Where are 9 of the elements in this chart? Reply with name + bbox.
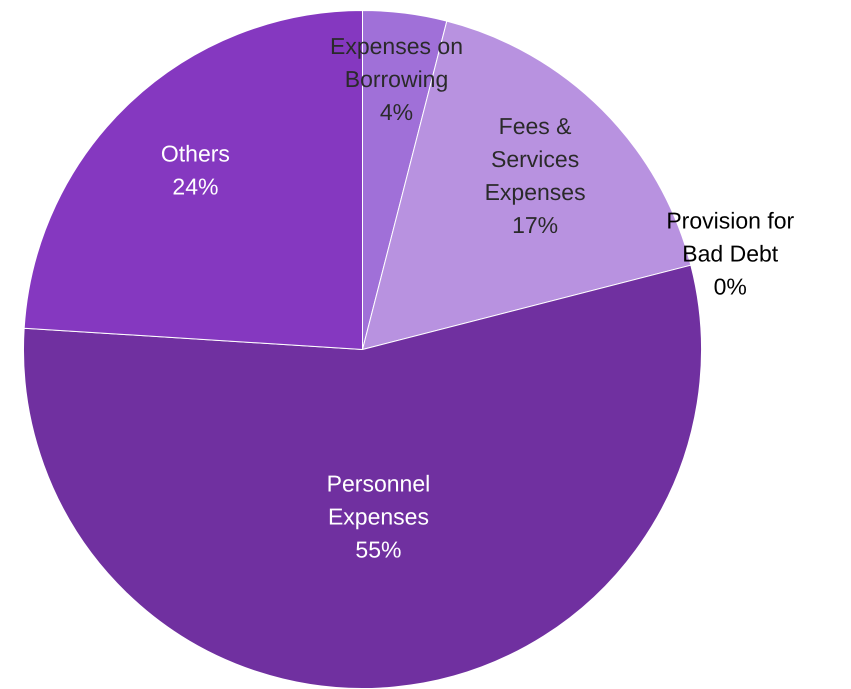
data-label: 55% [355,536,402,563]
data-label: 24% [172,173,218,200]
data-label: 17% [512,212,558,238]
text: 0% [714,273,747,300]
slice-label: Fees & Services Expenses [484,112,586,205]
category-label: Provision for Bad Debt [666,207,794,266]
data-label: 4% [380,98,414,125]
slice-label: Personnel Expenses [326,470,430,530]
slice-label: Others [160,140,230,166]
